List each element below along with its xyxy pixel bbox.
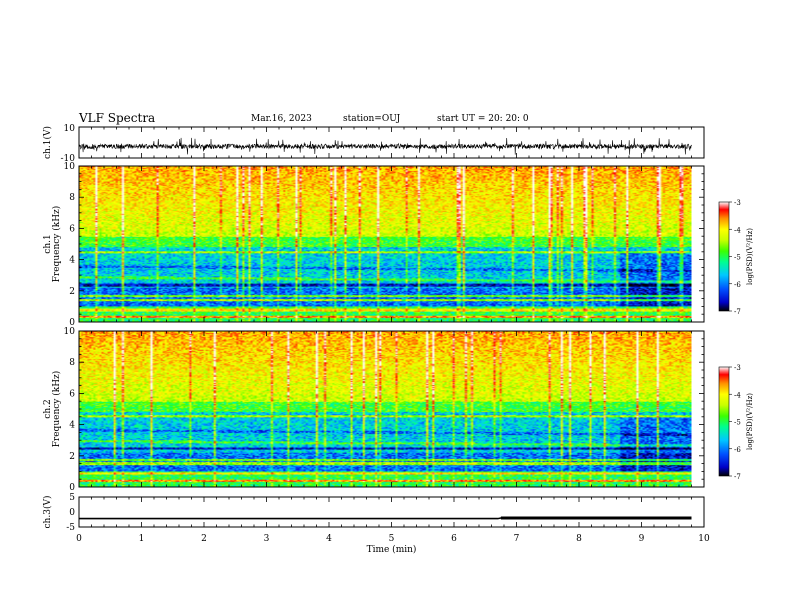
ch3-ytick-label: 5 — [69, 493, 75, 503]
time-xtick-label: 4 — [326, 534, 332, 544]
ch2-spectrogram-ytick-label: 6 — [69, 389, 75, 399]
ch1-spectrogram-colorbar-label: log(PSD)(V²/Hz) — [746, 228, 754, 285]
ch3-ytick-label: 0 — [69, 508, 75, 518]
start-time-label: start UT = 20: 20: 0 — [437, 114, 529, 124]
time-xtick-label: 6 — [451, 534, 457, 544]
ch1-spectrogram-colorbar — [718, 201, 730, 312]
figure-title: VLF Spectra — [79, 111, 156, 125]
station-label: station=OUJ — [343, 114, 401, 124]
ch1-spectrogram-colorbar-tick-label: -4 — [734, 226, 741, 234]
ch1-waveform-line — [78, 137, 692, 155]
ch1-spectrogram-colorbar-tick-label: -6 — [734, 281, 741, 289]
ch1-spectrogram-image — [79, 166, 692, 322]
time-xtick-label: 5 — [389, 534, 395, 544]
ch2-spectrogram-colorbar-tick-label: -5 — [734, 419, 741, 427]
time-axis-label: Time (min) — [367, 544, 417, 555]
time-xtick-label: 3 — [264, 534, 270, 544]
ch2-spectrogram-image — [79, 331, 692, 487]
ch2-spectrogram-colorbar-label: log(PSD)(V²/Hz) — [746, 393, 754, 450]
time-xtick-label: 1 — [139, 534, 145, 544]
time-xtick-label: 8 — [576, 534, 582, 544]
ch2-spectrogram-ytick-label: 2 — [69, 452, 75, 462]
ch1-spectrogram-ytick-label: 6 — [69, 224, 75, 234]
ch1-ytick-label: 10 — [64, 124, 76, 134]
time-xtick-label: 9 — [639, 534, 645, 544]
date-label: Mar.16, 2023 — [251, 114, 312, 124]
ch1-spectrogram-ytick-label: 4 — [69, 256, 75, 266]
ch1-spectrogram-ytick-label: 10 — [64, 162, 76, 172]
ch1-ytick-label: -10 — [61, 154, 76, 164]
ch3-waveform-ylabel: ch.3(V) — [42, 496, 53, 529]
ch2-spectrogram-colorbar-tick-label: -7 — [734, 473, 741, 481]
ch2-spectrogram-ylabel: Frequency (kHz) — [51, 371, 62, 448]
ch1-waveform-ylabel: ch.1(V) — [42, 126, 53, 159]
ch1-spectrogram-ylabel: ch.1 — [43, 234, 53, 253]
ch1-spectrogram-colorbar-tick-label: -5 — [734, 254, 741, 262]
ch1-spectrogram-ytick-label: 2 — [69, 287, 75, 297]
ch2-spectrogram-colorbar-tick-label: -3 — [734, 364, 741, 372]
ch1-spectrogram-ylabel: Frequency (kHz) — [51, 206, 62, 283]
time-xtick-label: 0 — [76, 534, 82, 544]
ch2-spectrogram-ytick-label: 10 — [64, 327, 76, 337]
ch2-spectrogram-ytick-label: 0 — [69, 483, 75, 493]
time-xtick-label: 10 — [698, 534, 710, 544]
ch2-spectrogram-ytick-label: 4 — [69, 421, 75, 431]
ch1-spectrogram-ytick-label: 0 — [69, 318, 75, 328]
ch1-spectrogram-colorbar-tick-label: -7 — [734, 308, 741, 316]
ch2-spectrogram-colorbar-tick-label: -4 — [734, 391, 741, 399]
ch2-spectrogram-ylabel: ch.2 — [43, 399, 53, 418]
time-xtick-label: 7 — [514, 534, 520, 544]
ch2-spectrogram-colorbar-tick-label: -6 — [734, 446, 741, 454]
ch2-spectrogram-ytick-label: 8 — [69, 358, 75, 368]
ch1-spectrogram-colorbar-tick-label: -3 — [734, 199, 741, 207]
ch1-spectrogram-ytick-label: 8 — [69, 193, 75, 203]
ch3-ytick-label: -5 — [66, 523, 75, 533]
ch2-spectrogram-colorbar — [718, 366, 730, 477]
time-xtick-label: 2 — [201, 534, 207, 544]
